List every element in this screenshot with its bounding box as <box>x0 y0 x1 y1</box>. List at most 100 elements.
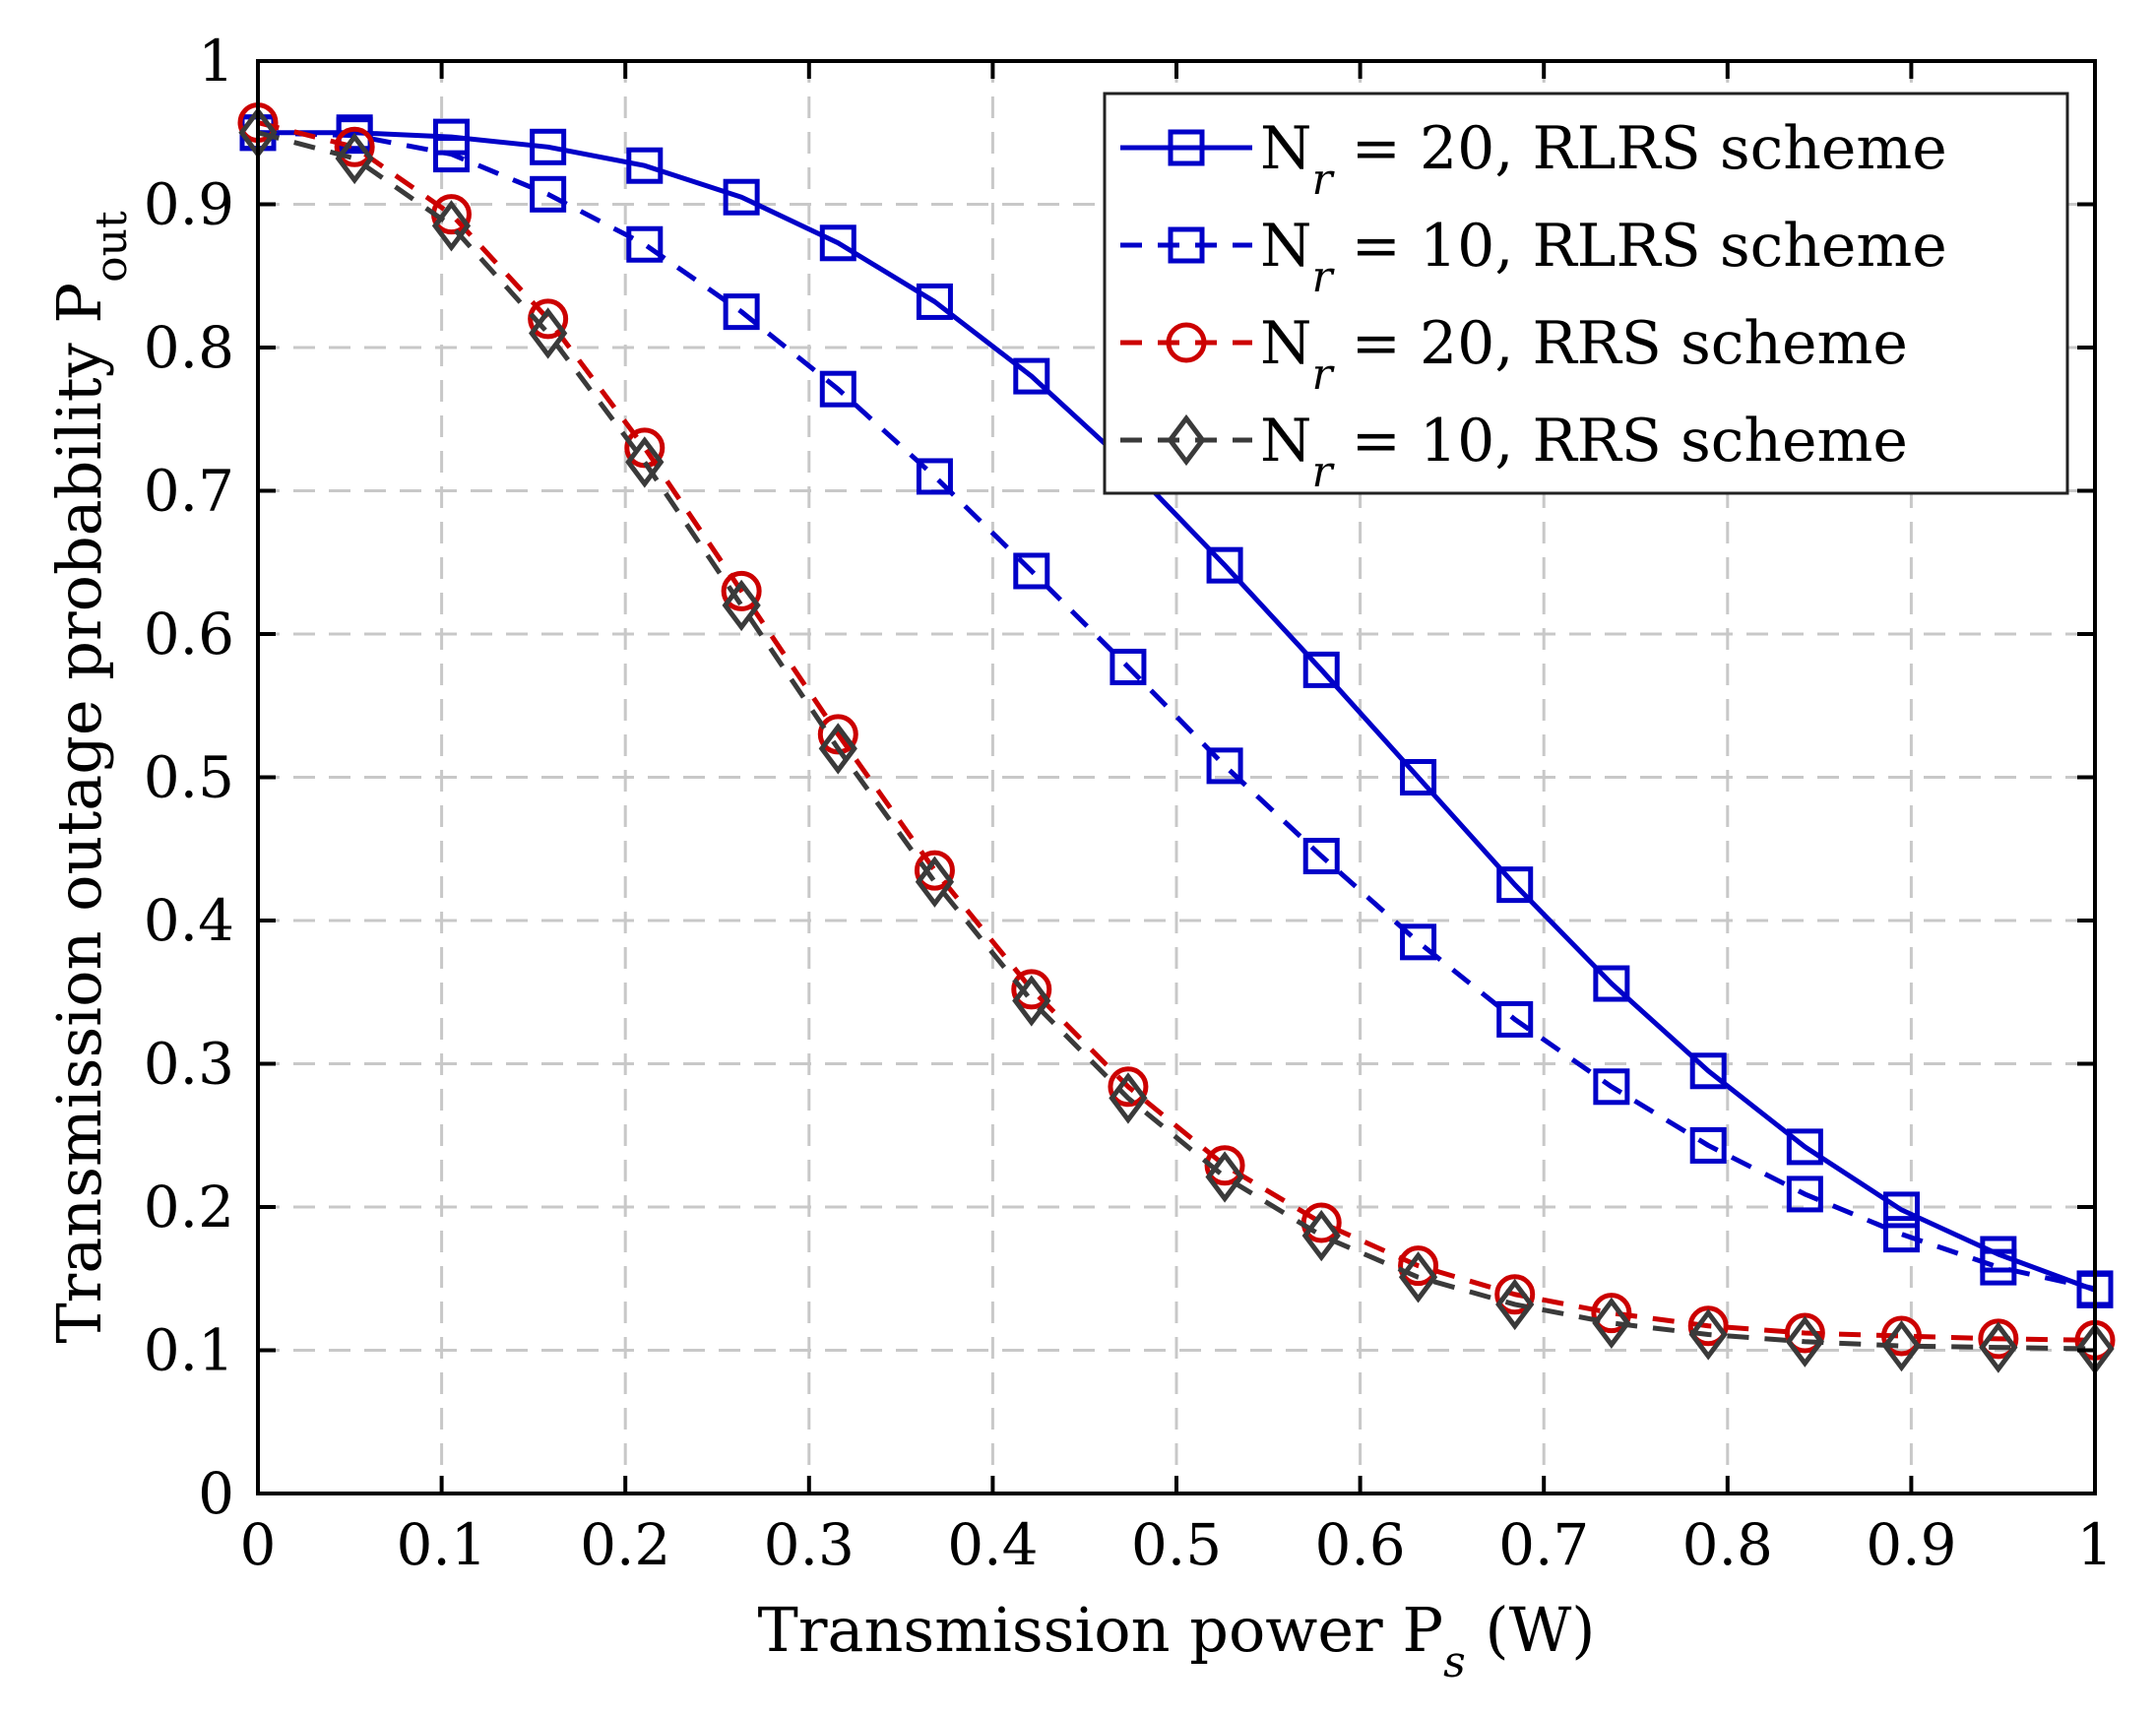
legend-label-suffix: = 20, RLRS scheme <box>1333 114 1947 183</box>
data-point <box>819 370 856 408</box>
data-point <box>1302 838 1340 875</box>
data-point <box>431 200 472 252</box>
data-point <box>1689 1126 1727 1164</box>
legend-box <box>1103 92 2069 495</box>
data-point <box>1980 1248 2017 1286</box>
legend-label-sub: r <box>1312 350 1336 400</box>
x-axis-label-unit: (W) <box>1466 1594 1596 1666</box>
y-tick-label: 0.7 <box>144 458 234 525</box>
legend-label-sub: r <box>1312 252 1336 302</box>
y-tick-label: 0.5 <box>144 744 234 811</box>
data-point <box>1301 1209 1341 1262</box>
data-point <box>1591 1293 1632 1334</box>
data-point <box>529 307 568 359</box>
series-3 <box>237 102 2116 1361</box>
data-point <box>1786 1176 1823 1213</box>
data-point <box>1979 1321 2018 1373</box>
legend-entry: Nr = 10, RRS scheme <box>1120 407 1908 497</box>
data-point <box>530 175 567 213</box>
legend-label: Nr = 20, RLRS scheme <box>1260 114 1947 205</box>
data-point <box>626 147 664 184</box>
legend-label-suffix: = 10, RRS scheme <box>1333 407 1908 476</box>
data-point <box>1206 747 1243 785</box>
data-point <box>1013 552 1050 590</box>
data-point <box>1593 1068 1630 1106</box>
legend: Nr = 20, RLRS scheme Nr = 10, RLRS scheme… <box>1103 92 2069 497</box>
data-point <box>528 298 569 340</box>
legend-label-prefix: N <box>1260 212 1312 281</box>
data-point <box>1398 1251 1438 1303</box>
y-axis-label-sub: out <box>87 211 137 283</box>
data-point <box>432 136 470 173</box>
data-point <box>1786 1128 1823 1166</box>
data-point <box>335 132 374 185</box>
data-point <box>916 283 953 320</box>
data-point <box>1687 1305 1729 1347</box>
y-axis-label: Transmission outage probability Pout <box>43 211 137 1344</box>
x-tick-labels: 0 0.1 0.2 0.3 0.4 0.5 0.6 0.7 0.8 0.9 1 <box>240 1511 2114 1578</box>
x-tick-label: 0.2 <box>580 1511 670 1578</box>
y-tick-label: 1 <box>198 28 234 95</box>
data-point <box>818 723 857 775</box>
x-tick-label: 0.3 <box>764 1511 855 1578</box>
legend-entry: Nr = 20, RRS scheme <box>1120 309 1908 400</box>
data-point <box>1496 866 1534 904</box>
data-point <box>1013 357 1050 395</box>
data-point <box>1883 1191 1921 1229</box>
y-tick-labels: 0 0.1 0.2 0.3 0.4 0.5 0.6 0.7 0.8 0.9 1 <box>144 28 234 1527</box>
data-point <box>1110 648 1147 685</box>
data-point <box>1205 1151 1244 1203</box>
legend-label: Nr = 10, RRS scheme <box>1260 407 1908 497</box>
data-point <box>1494 1274 1536 1315</box>
data-point <box>626 225 664 263</box>
y-tick-label: 0.4 <box>144 887 234 954</box>
series-line <box>257 120 2096 1343</box>
y-tick-label: 0.3 <box>144 1031 234 1098</box>
data-point <box>1784 1312 1825 1354</box>
x-axis-label: Transmission power Ps (W) <box>758 1594 1596 1687</box>
data-point <box>1400 759 1437 795</box>
data-point <box>1496 1000 1534 1038</box>
legend-label-suffix: = 20, RRS scheme <box>1333 309 1908 378</box>
x-axis-label-main: Transmission power P <box>758 1594 1444 1666</box>
legend-label: Nr = 20, RRS scheme <box>1260 309 1908 400</box>
y-tick-label: 0 <box>198 1460 234 1527</box>
series-4 <box>238 106 2115 1375</box>
y-tick-label: 0.2 <box>144 1174 234 1240</box>
x-tick-label: 0.5 <box>1131 1511 1222 1578</box>
data-point <box>1592 1297 1631 1350</box>
data-point <box>914 850 955 891</box>
legend-marker <box>1168 129 1205 166</box>
data-point <box>916 458 953 495</box>
x-tick-label: 0.4 <box>947 1511 1038 1578</box>
legend-label-suffix: = 10, RLRS scheme <box>1333 212 1947 281</box>
legend-marker <box>1166 322 1207 363</box>
x-axis-label-sub: s <box>1443 1637 1466 1687</box>
y-tick-label: 0.8 <box>144 314 234 381</box>
data-point <box>1978 1318 2019 1360</box>
series-line <box>257 130 2096 1352</box>
legend-label-prefix: N <box>1260 407 1312 476</box>
y-tick-label: 0.6 <box>144 601 234 667</box>
data-point <box>723 293 760 331</box>
y-axis-label-main: Transmission outage probability P <box>43 283 115 1344</box>
data-point <box>1400 923 1437 961</box>
legend-entries: Nr = 20, RLRS scheme Nr = 10, RLRS scheme… <box>1120 114 1947 497</box>
data-point <box>1883 1216 1921 1253</box>
tick-marks <box>256 59 2097 1495</box>
data-point <box>1881 1319 1922 1372</box>
x-tick-label: 1 <box>2077 1511 2114 1578</box>
data-point <box>722 579 761 632</box>
data-point <box>915 856 955 908</box>
legend-label-sub: r <box>1312 155 1336 205</box>
data-point <box>1011 969 1052 1010</box>
x-tick-label: 0.6 <box>1314 1511 1405 1578</box>
data-point <box>1108 1066 1149 1108</box>
data-point <box>625 436 665 488</box>
x-tick-label: 0.9 <box>1866 1511 1956 1578</box>
data-point <box>334 126 375 167</box>
data-point <box>530 128 567 165</box>
data-point <box>1689 1052 1727 1090</box>
data-point <box>1785 1315 1824 1367</box>
